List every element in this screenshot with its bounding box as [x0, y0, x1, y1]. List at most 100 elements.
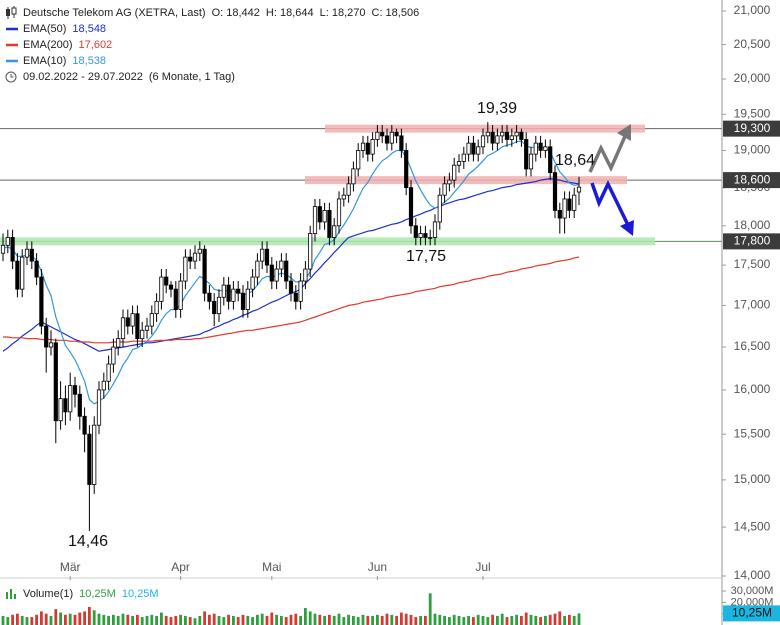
candle-body: [255, 260, 260, 278]
candles: [0, 122, 582, 531]
y-tick-label: 20,500: [734, 37, 771, 51]
level-zone: [0, 237, 655, 246]
candle-icon: [6, 6, 17, 19]
level-zone: [325, 124, 645, 133]
candle-body: [212, 300, 217, 315]
candle-body: [552, 172, 558, 211]
candle-body: [183, 256, 188, 282]
volume-bar: [203, 611, 206, 625]
volume-bar: [275, 614, 278, 625]
candle-body: [236, 288, 241, 294]
candle-body: [240, 292, 246, 310]
candle-body: [87, 433, 92, 485]
y-tick-label: 17,000: [734, 298, 771, 312]
candle-body: [389, 131, 394, 144]
volume-bar: [155, 615, 158, 625]
volume-bar: [438, 614, 442, 625]
legend-name: EMA(10): [23, 55, 66, 67]
volume-bar: [83, 611, 86, 625]
volume-bar: [361, 614, 365, 625]
volume-bar: [500, 613, 504, 625]
volume-bar: [510, 615, 514, 625]
candle-body: [68, 385, 73, 413]
candle-body: [370, 139, 375, 155]
candle-body: [480, 135, 486, 148]
volume-bar: [524, 612, 528, 625]
volume-bar: [222, 617, 226, 625]
volume-bar: [64, 614, 67, 625]
candle-body: [442, 183, 447, 196]
annotation: 17,75: [406, 248, 446, 265]
volume-bar: [433, 613, 437, 625]
candle-body: [48, 342, 54, 348]
candle-body: [365, 142, 370, 155]
candle-body: [226, 284, 231, 302]
candle-body: [576, 186, 582, 193]
ohlc-label: C: 18,506: [372, 7, 420, 19]
legend-value: 18,538: [72, 55, 106, 67]
candle-body: [514, 131, 519, 137]
volume-bar: [126, 614, 130, 625]
volume-bar: [380, 615, 384, 625]
volume-bar: [481, 615, 485, 625]
volume-bar: [68, 613, 72, 625]
clock-icon: [5, 71, 17, 83]
volume-bar: [572, 615, 576, 625]
candle-body: [197, 248, 202, 254]
annotation: 18,64: [555, 152, 595, 169]
volume-bar: [563, 615, 566, 625]
legend: Deutsche Telekom AG (XETRA, Last) O: 18,4…: [5, 6, 420, 600]
candle-body: [20, 256, 25, 290]
volume-bar: [102, 614, 106, 625]
x-tick-label: Mär: [60, 560, 81, 574]
volume-bar: [164, 615, 168, 625]
candle-body: [500, 131, 505, 137]
candle-body: [519, 131, 524, 140]
volume-bar: [198, 615, 202, 625]
volume-legend-value: 10,25M: [122, 588, 159, 600]
candle-body: [317, 206, 322, 223]
y-tick-label: 17,500: [734, 257, 771, 271]
candle-body: [548, 146, 553, 174]
candle-body: [375, 131, 380, 140]
candle-body: [356, 150, 361, 170]
candle-body: [538, 142, 543, 151]
candle-body: [34, 260, 39, 278]
candle-body: [135, 313, 140, 340]
volume-bar: [318, 614, 322, 625]
candle-body: [418, 233, 423, 238]
y-tick-label: 15,500: [734, 426, 771, 440]
candle-body: [336, 198, 342, 227]
candle-body: [24, 248, 30, 258]
volume-bar: [145, 615, 149, 625]
candle-body: [437, 194, 442, 223]
volume-bar: [217, 615, 221, 625]
volume-bar: [16, 613, 19, 625]
annotation: 14,46: [68, 533, 108, 550]
candle-body: [562, 198, 567, 219]
candle-body: [461, 153, 466, 162]
volume-bar: [136, 614, 139, 625]
volume-bar: [337, 613, 341, 625]
candle-body: [63, 398, 68, 413]
y-tick-label: 16,500: [734, 339, 771, 353]
volume-bar: [534, 615, 538, 625]
level-box: [723, 172, 780, 189]
legend-title: Deutsche Telekom AG (XETRA, Last): [23, 7, 206, 19]
candle-body: [192, 252, 198, 262]
volume-bar: [188, 617, 192, 625]
volume-bar: [313, 613, 317, 625]
period: (6 Monate, 1 Tag): [149, 71, 235, 83]
legend-value: 17,602: [79, 39, 113, 51]
candle-body: [178, 280, 183, 310]
candle-body: [202, 248, 207, 294]
candle-body: [44, 325, 49, 348]
volume-bar: [59, 612, 62, 625]
y-tick-label: 20,000: [734, 71, 771, 85]
candle-body: [471, 142, 476, 155]
candle-body: [216, 296, 222, 315]
candle-body: [116, 338, 121, 348]
volume-bar: [452, 614, 456, 625]
volume-bar: [260, 613, 264, 625]
